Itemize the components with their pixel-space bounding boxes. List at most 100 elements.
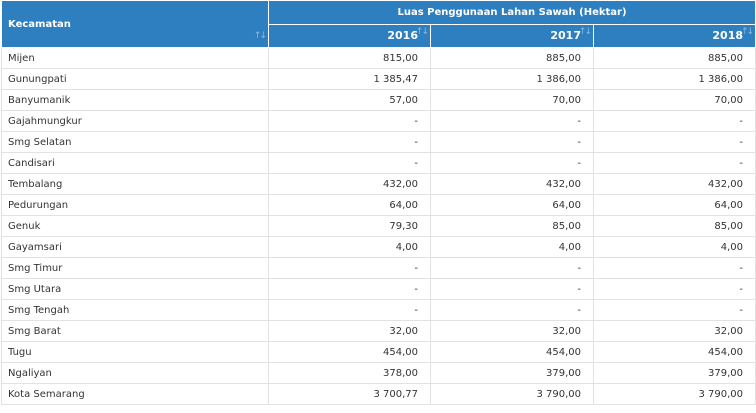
value-cell-2018: -	[592, 299, 756, 321]
value-cell-2016: 57,00	[268, 89, 431, 111]
table-row: Candisari - - -	[1, 152, 756, 174]
column-header-kecamatan[interactable]: Kecamatan ↑↓	[1, 0, 269, 48]
kecamatan-cell: Kota Semarang	[1, 383, 269, 405]
kecamatan-cell: Genuk	[1, 215, 269, 237]
column-header-2018[interactable]: ↑↓ 2018	[592, 23, 756, 48]
value-cell-2018: 85,00	[592, 215, 756, 237]
value-cell-2017: 885,00	[430, 47, 594, 69]
table-row: Pedurungan 64,00 64,00 64,00	[1, 194, 756, 216]
kecamatan-cell: Gayamsari	[1, 236, 269, 258]
table-row: Gunungpati 1 385,47 1 386,00 1 386,00	[1, 68, 756, 90]
value-cell-2016: 3 700,77	[268, 383, 431, 405]
sort-icon[interactable]: ↑↓	[740, 26, 754, 37]
column-group-header: Luas Penggunaan Lahan Sawah (Hektar)	[267, 0, 756, 25]
value-cell-2016: -	[268, 131, 431, 153]
table-row: Tembalang 432,00 432,00 432,00	[1, 173, 756, 195]
sort-icon[interactable]: ↑↓	[415, 26, 429, 37]
kecamatan-cell: Smg Timur	[1, 257, 269, 279]
kecamatan-cell: Tugu	[1, 341, 269, 363]
value-cell-2018: 379,00	[592, 362, 756, 384]
value-cell-2016: -	[268, 152, 431, 174]
value-cell-2016: 79,30	[268, 215, 431, 237]
kecamatan-cell: Gunungpati	[1, 68, 269, 90]
value-cell-2017: -	[430, 257, 594, 279]
value-cell-2017: -	[430, 110, 594, 132]
value-cell-2016: 32,00	[268, 320, 431, 342]
kecamatan-cell: Smg Tengah	[1, 299, 269, 321]
table-row: Smg Utara - - -	[1, 278, 756, 300]
value-cell-2017: 4,00	[430, 236, 594, 258]
value-cell-2017: -	[430, 278, 594, 300]
kecamatan-cell: Ngaliyan	[1, 362, 269, 384]
value-cell-2016: -	[268, 257, 431, 279]
value-cell-2016: 1 385,47	[268, 68, 431, 90]
table-row: Mijen 815,00 885,00 885,00	[1, 47, 756, 69]
value-cell-2018: -	[592, 110, 756, 132]
value-cell-2016: -	[268, 299, 431, 321]
kecamatan-cell: Smg Utara	[1, 278, 269, 300]
value-cell-2018: -	[592, 152, 756, 174]
value-cell-2018: -	[592, 257, 756, 279]
sort-icon[interactable]: ↑↓	[578, 26, 592, 37]
value-cell-2016: -	[268, 110, 431, 132]
value-cell-2017: 32,00	[430, 320, 594, 342]
column-header-kecamatan-label: Kecamatan	[8, 18, 71, 30]
value-cell-2018: 1 386,00	[592, 68, 756, 90]
value-cell-2017: -	[430, 131, 594, 153]
value-cell-2018: 3 790,00	[592, 383, 756, 405]
value-cell-2017: 1 386,00	[430, 68, 594, 90]
kecamatan-cell: Pedurungan	[1, 194, 269, 216]
value-cell-2016: 815,00	[268, 47, 431, 69]
value-cell-2018: 70,00	[592, 89, 756, 111]
value-cell-2017: 70,00	[430, 89, 594, 111]
table-row-total: Kota Semarang 3 700,77 3 790,00 3 790,00	[1, 383, 756, 405]
kecamatan-cell: Candisari	[1, 152, 269, 174]
value-cell-2017: 85,00	[430, 215, 594, 237]
value-cell-2017: 454,00	[430, 341, 594, 363]
kecamatan-cell: Smg Barat	[1, 320, 269, 342]
table-row: Gayamsari 4,00 4,00 4,00	[1, 236, 756, 258]
table-row: Gajahmungkur - - -	[1, 110, 756, 132]
value-cell-2017: 64,00	[430, 194, 594, 216]
table-row: Smg Timur - - -	[1, 257, 756, 279]
column-group-label: Luas Penggunaan Lahan Sawah (Hektar)	[397, 6, 627, 18]
value-cell-2018: -	[592, 131, 756, 153]
column-header-year-label: 2016	[387, 29, 418, 43]
value-cell-2018: 64,00	[592, 194, 756, 216]
value-cell-2017: -	[430, 152, 594, 174]
value-cell-2016: 378,00	[268, 362, 431, 384]
value-cell-2018: 454,00	[592, 341, 756, 363]
value-cell-2017: -	[430, 299, 594, 321]
kecamatan-cell: Mijen	[1, 47, 269, 69]
value-cell-2016: 432,00	[268, 173, 431, 195]
value-cell-2018: -	[592, 278, 756, 300]
value-cell-2017: 432,00	[430, 173, 594, 195]
table-row: Smg Barat 32,00 32,00 32,00	[1, 320, 756, 342]
table-row: Smg Tengah - - -	[1, 299, 756, 321]
value-cell-2016: 64,00	[268, 194, 431, 216]
value-cell-2016: 4,00	[268, 236, 431, 258]
column-header-year-label: 2017	[550, 29, 581, 43]
value-cell-2018: 885,00	[592, 47, 756, 69]
kecamatan-cell: Smg Selatan	[1, 131, 269, 153]
table-row: Banyumanik 57,00 70,00 70,00	[1, 89, 756, 111]
column-header-2017[interactable]: ↑↓ 2017	[430, 23, 594, 48]
sort-icon[interactable]: ↑↓	[253, 31, 267, 41]
kecamatan-cell: Gajahmungkur	[1, 110, 269, 132]
value-cell-2018: 432,00	[592, 173, 756, 195]
table-body: Mijen 815,00 885,00 885,00 Gunungpati 1 385,…	[1, 47, 756, 405]
kecamatan-cell: Tembalang	[1, 173, 269, 195]
table-row: Smg Selatan - - -	[1, 131, 756, 153]
value-cell-2018: 32,00	[592, 320, 756, 342]
land-use-table: Kecamatan ↑↓ Luas Penggunaan Lahan Sawah…	[1, 0, 756, 405]
table-row: Ngaliyan 378,00 379,00 379,00	[1, 362, 756, 384]
column-header-year-label: 2018	[712, 29, 744, 43]
table-row: Tugu 454,00 454,00 454,00	[1, 341, 756, 363]
value-cell-2017: 3 790,00	[430, 383, 594, 405]
value-cell-2016: 454,00	[268, 341, 431, 363]
column-header-2016[interactable]: ↑↓ 2016	[268, 23, 431, 48]
kecamatan-cell: Banyumanik	[1, 89, 269, 111]
value-cell-2018: 4,00	[592, 236, 756, 258]
table-row: Genuk 79,30 85,00 85,00	[1, 215, 756, 237]
value-cell-2017: 379,00	[430, 362, 594, 384]
